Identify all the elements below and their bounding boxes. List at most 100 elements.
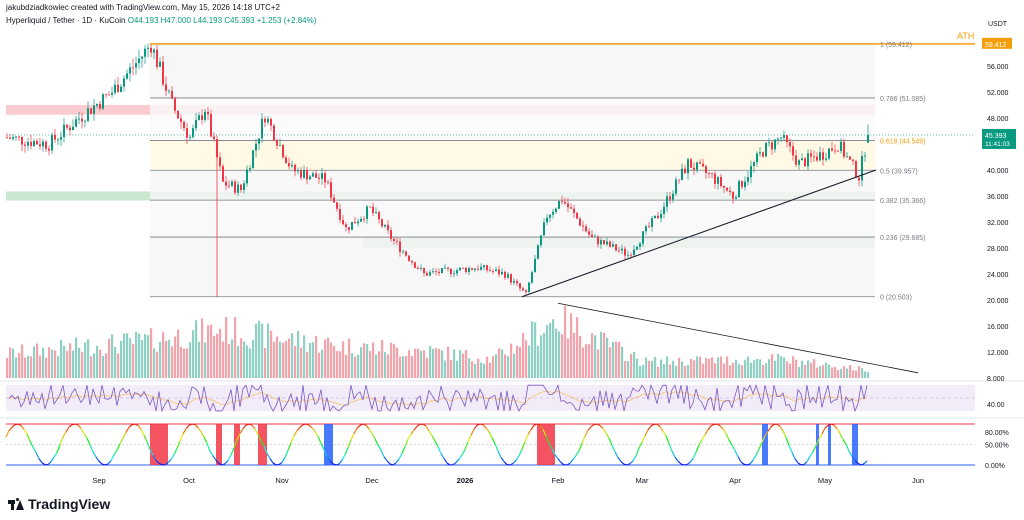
stoch-segment (527, 429, 532, 435)
support-trendline (521, 169, 877, 298)
volume-bar (336, 351, 339, 378)
candle-body (477, 268, 479, 270)
volume-bar (333, 346, 336, 378)
candle-body (318, 177, 320, 179)
candle-body (480, 266, 482, 270)
volume-bar (801, 360, 804, 378)
stoch-segment (293, 430, 298, 436)
symbol-name: Hyperliquid / Tether · 1D · KuCoin (6, 16, 126, 25)
stoch-segment (125, 426, 130, 433)
candle-body (276, 140, 278, 146)
stoch-segment (134, 423, 139, 426)
stoch-segment (473, 424, 478, 430)
candle-body (666, 196, 668, 207)
time-tick: Nov (275, 476, 289, 485)
volume-bar (315, 335, 318, 378)
candle-body (165, 84, 167, 91)
stoch-segment (620, 461, 625, 465)
candle-body (78, 118, 80, 120)
candle-body (375, 212, 377, 214)
candle-body (21, 136, 23, 145)
stoch-segment (584, 430, 589, 437)
volume-bar (189, 342, 192, 378)
candle-body (735, 197, 737, 199)
stoch-segment (728, 439, 733, 446)
volume-bar (255, 323, 258, 378)
overbought-highlight (234, 424, 240, 465)
candle-body (198, 115, 200, 120)
price-chart[interactable]: 1 (59.412) 0.786 (51.085) 0.618 (44.549) 0.… (0, 0, 1024, 490)
candle-body (291, 164, 293, 167)
candle-body (405, 251, 407, 256)
volume-bar (810, 362, 813, 378)
volume-bar (306, 351, 309, 378)
candle-body (171, 90, 173, 99)
candle-body (399, 241, 401, 253)
candle-body (534, 258, 536, 273)
volume-bar (726, 356, 729, 378)
candle-body (753, 162, 755, 167)
stoch-segment (422, 423, 427, 427)
candle-body (147, 47, 149, 49)
stoch-segment (845, 444, 850, 452)
stoch-segment (812, 445, 817, 453)
stoch-segment (284, 450, 289, 458)
candle-body (15, 136, 17, 138)
stoch-segment (119, 437, 124, 445)
volume-bar (537, 345, 540, 378)
volume-bar (102, 355, 105, 378)
volume-bar (183, 348, 186, 378)
candle-body (324, 173, 326, 183)
stoch-segment (281, 457, 286, 463)
candle-body (768, 142, 770, 144)
stoch-segment (116, 443, 121, 451)
candle-body (669, 196, 671, 200)
volume-bar (636, 358, 639, 378)
symbol-legend[interactable]: Hyperliquid / Tether · 1D · KuCoin O44.1… (6, 16, 316, 25)
volume-bar (789, 363, 792, 378)
candle-body (453, 273, 455, 275)
volume-bar (210, 324, 213, 378)
volume-bar (93, 353, 96, 378)
stoch-segment (92, 451, 97, 458)
volume-bar (483, 363, 486, 378)
stoch-segment (746, 463, 751, 466)
volume-bar (393, 344, 396, 378)
volume-bar (27, 355, 30, 378)
volume-bar (774, 360, 777, 378)
stoch-segment (779, 426, 784, 432)
volume-bar (819, 366, 822, 378)
volume-bar (861, 368, 864, 378)
stoch-segment (14, 423, 19, 426)
stoch-segment (542, 429, 547, 437)
candle-body (531, 272, 533, 283)
volume-bar (753, 360, 756, 378)
volume-bar (660, 359, 663, 378)
candle-body (282, 145, 284, 158)
volume-bar (540, 335, 543, 378)
candle-body (381, 219, 383, 227)
volume-bar (54, 350, 57, 378)
volume-bar (720, 356, 723, 378)
volume-bar (213, 335, 216, 378)
stoch-segment (491, 437, 496, 444)
stoch-segment (371, 433, 376, 440)
price-tick: 56.000 (987, 64, 1009, 71)
volume-bar (555, 328, 558, 378)
stoch-segment (152, 455, 157, 461)
tradingview-logo[interactable]: TradingView (8, 496, 110, 512)
stoch-segment (602, 427, 607, 434)
stoch-segment (536, 423, 541, 426)
candle-body (96, 103, 98, 106)
change-value: +1.253 (+2.84%) (256, 16, 317, 25)
rsi-tick: 40.00 (987, 402, 1005, 409)
candle-body (423, 268, 425, 273)
candle-body (732, 192, 734, 199)
fib-band (150, 200, 875, 238)
volume-bar (813, 358, 816, 378)
candle-body (696, 162, 698, 170)
candle-body (540, 235, 542, 246)
stoch-segment (623, 463, 628, 466)
volume-bar (339, 351, 342, 378)
candle-body (750, 166, 752, 178)
